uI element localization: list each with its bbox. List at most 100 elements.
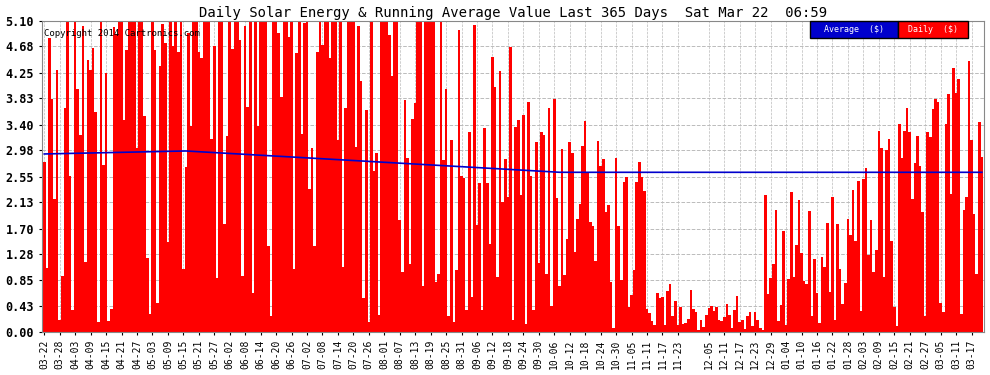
Bar	[61, 276, 63, 332]
Bar	[71, 310, 74, 332]
Bar	[128, 21, 131, 332]
Bar	[251, 293, 254, 332]
Bar	[254, 21, 256, 332]
Bar	[424, 21, 427, 332]
Bar	[759, 328, 761, 332]
Bar	[409, 264, 411, 332]
Bar	[710, 306, 713, 332]
Bar	[748, 312, 751, 332]
Bar	[949, 194, 952, 332]
Bar	[975, 274, 978, 332]
Bar	[798, 200, 800, 332]
Bar	[126, 50, 128, 332]
Bar	[671, 316, 674, 332]
Bar	[445, 88, 447, 332]
Bar	[581, 146, 584, 332]
Bar	[115, 34, 118, 332]
Bar	[192, 21, 195, 332]
Bar	[623, 182, 625, 332]
Bar	[234, 21, 237, 332]
Bar	[957, 79, 960, 332]
Bar	[237, 21, 239, 332]
Text: Copyright 2014 Cartronics.com: Copyright 2014 Cartronics.com	[44, 28, 199, 38]
Bar	[695, 312, 697, 332]
Bar	[729, 315, 731, 332]
Bar	[324, 21, 327, 332]
Bar	[267, 246, 269, 332]
Bar	[346, 21, 349, 332]
Bar	[547, 108, 550, 332]
Bar	[612, 328, 615, 332]
Bar	[388, 35, 391, 332]
Bar	[239, 40, 242, 332]
Bar	[92, 48, 94, 332]
Bar	[808, 211, 811, 332]
Bar	[528, 102, 530, 332]
Bar	[736, 296, 739, 332]
Bar	[558, 286, 560, 332]
Bar	[262, 21, 264, 332]
Bar	[898, 124, 901, 332]
Bar	[486, 183, 489, 332]
Bar	[53, 199, 55, 332]
Bar	[43, 162, 46, 332]
Bar	[682, 324, 684, 332]
Bar	[875, 251, 877, 332]
Bar	[954, 93, 957, 332]
Bar	[349, 21, 352, 332]
Bar	[761, 330, 764, 332]
Bar	[666, 291, 669, 332]
Bar	[553, 99, 555, 332]
Bar	[970, 141, 973, 332]
Bar	[404, 100, 406, 332]
Bar	[607, 205, 610, 332]
Bar	[148, 314, 151, 332]
Bar	[443, 160, 445, 332]
Bar	[676, 325, 679, 332]
Bar	[870, 220, 872, 332]
Bar	[520, 195, 522, 332]
Bar	[844, 283, 846, 332]
Bar	[172, 45, 174, 332]
Bar	[169, 21, 172, 332]
Bar	[81, 26, 84, 332]
Bar	[764, 195, 767, 332]
Bar	[411, 119, 414, 332]
Bar	[533, 310, 535, 332]
Bar	[288, 37, 290, 332]
Bar	[816, 293, 819, 332]
Text: Daily  ($): Daily ($)	[908, 25, 958, 34]
Bar	[141, 21, 144, 332]
Bar	[890, 241, 893, 332]
Bar	[303, 23, 306, 332]
Bar	[832, 196, 834, 332]
Bar	[914, 163, 916, 332]
Bar	[401, 272, 404, 332]
Bar	[525, 324, 528, 332]
Bar	[620, 280, 623, 332]
Bar	[468, 132, 470, 332]
Bar	[133, 21, 136, 332]
Bar	[631, 296, 633, 332]
Bar	[656, 293, 658, 332]
Title: Daily Solar Energy & Running Average Value Last 365 Days  Sat Mar 22  06:59: Daily Solar Energy & Running Average Val…	[199, 6, 827, 20]
Bar	[774, 210, 777, 332]
Bar	[772, 264, 774, 332]
Bar	[803, 281, 806, 332]
Bar	[430, 21, 432, 332]
Bar	[618, 225, 620, 332]
Bar	[507, 197, 509, 332]
Bar	[653, 325, 656, 332]
Bar	[494, 87, 496, 332]
Bar	[857, 181, 859, 332]
Bar	[538, 263, 541, 332]
Bar	[901, 158, 903, 332]
Bar	[87, 60, 89, 332]
Bar	[877, 131, 880, 332]
Bar	[790, 192, 793, 332]
Bar	[837, 224, 839, 332]
Bar	[198, 52, 200, 332]
Bar	[541, 132, 543, 332]
Bar	[269, 316, 272, 332]
Bar	[49, 38, 50, 332]
